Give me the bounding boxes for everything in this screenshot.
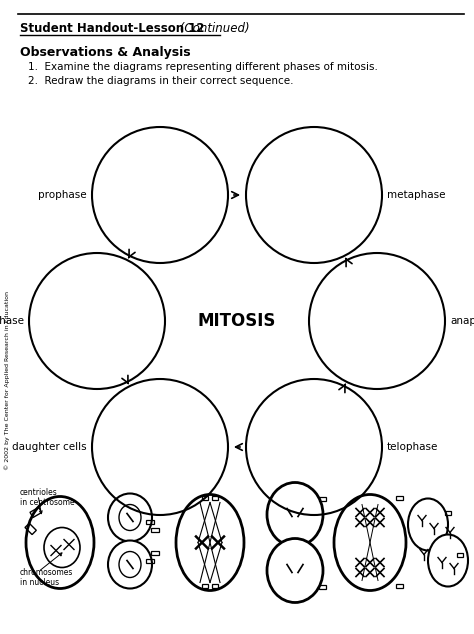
Text: telophase: telophase bbox=[387, 442, 438, 452]
Text: interphase: interphase bbox=[0, 316, 24, 326]
Text: metaphase: metaphase bbox=[387, 190, 446, 200]
Text: © 2002 by The Center for Applied Research in Education: © 2002 by The Center for Applied Researc… bbox=[4, 290, 10, 470]
Ellipse shape bbox=[267, 482, 323, 547]
Ellipse shape bbox=[176, 495, 244, 590]
Text: centrioles
in centrosome: centrioles in centrosome bbox=[20, 488, 74, 507]
Text: Student Handout-Lesson 12: Student Handout-Lesson 12 bbox=[20, 22, 204, 35]
Bar bbox=[25, 523, 36, 534]
Ellipse shape bbox=[428, 534, 468, 586]
Ellipse shape bbox=[108, 493, 152, 541]
Ellipse shape bbox=[108, 541, 152, 588]
Text: (Continued): (Continued) bbox=[176, 22, 250, 35]
Bar bbox=[30, 507, 42, 517]
Ellipse shape bbox=[119, 505, 141, 531]
Ellipse shape bbox=[334, 495, 406, 590]
Ellipse shape bbox=[119, 552, 141, 578]
Text: 2.  Redraw the diagrams in their correct sequence.: 2. Redraw the diagrams in their correct … bbox=[28, 76, 293, 86]
Ellipse shape bbox=[44, 527, 80, 567]
Text: chromosomes
in nucleus: chromosomes in nucleus bbox=[20, 568, 73, 587]
Text: anaphase: anaphase bbox=[450, 316, 474, 326]
Text: Observations & Analysis: Observations & Analysis bbox=[20, 46, 191, 59]
Text: daughter cells: daughter cells bbox=[12, 442, 87, 452]
Text: MITOSIS: MITOSIS bbox=[198, 312, 276, 330]
Text: prophase: prophase bbox=[38, 190, 87, 200]
Ellipse shape bbox=[26, 496, 94, 588]
Ellipse shape bbox=[408, 498, 448, 550]
Text: 1.  Examine the diagrams representing different phases of mitosis.: 1. Examine the diagrams representing dif… bbox=[28, 62, 378, 72]
Ellipse shape bbox=[267, 538, 323, 602]
